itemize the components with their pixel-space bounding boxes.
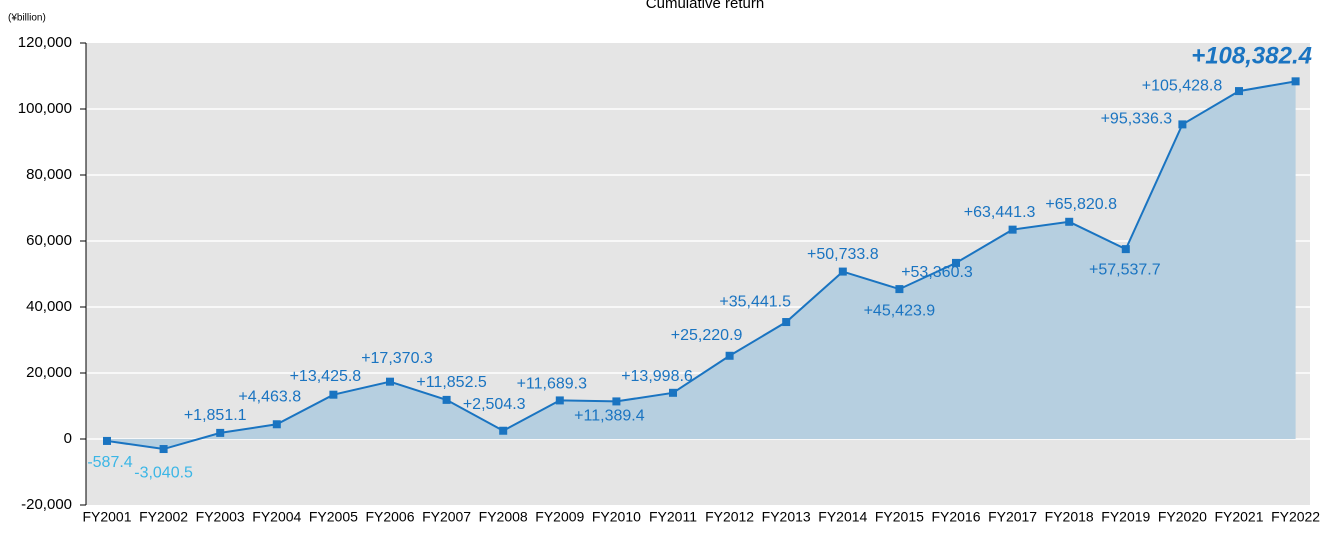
data-label: +11,852.5 bbox=[416, 374, 487, 391]
marker bbox=[329, 390, 338, 399]
y-axis-unit: (¥billion) bbox=[8, 13, 46, 24]
marker bbox=[555, 396, 564, 405]
data-label: +65,820.8 bbox=[1045, 196, 1117, 213]
area bbox=[107, 81, 1296, 450]
y-tick-label: 0 bbox=[64, 430, 72, 447]
marker bbox=[1121, 245, 1130, 254]
data-label: +2,504.3 bbox=[463, 396, 526, 413]
marker bbox=[895, 285, 904, 294]
data-label: +63,441.3 bbox=[964, 204, 1036, 221]
y-tick-label: 20,000 bbox=[26, 364, 72, 381]
x-tick-label: FY2021 bbox=[1214, 509, 1263, 525]
y-tick-label: -20,000 bbox=[21, 496, 72, 513]
marker bbox=[782, 318, 791, 327]
x-tick-label: FY2017 bbox=[988, 509, 1037, 525]
marker bbox=[1235, 87, 1243, 96]
marker bbox=[1178, 120, 1187, 129]
x-tick-label: FY2010 bbox=[592, 509, 641, 525]
data-label: -3,040.5 bbox=[134, 464, 193, 481]
x-tick-label: FY2012 bbox=[705, 509, 754, 525]
marker bbox=[952, 258, 960, 267]
x-tick-label: FY2001 bbox=[82, 509, 131, 525]
y-tick-label: 60,000 bbox=[26, 232, 72, 249]
x-tick-label: FY2016 bbox=[931, 509, 980, 525]
marker bbox=[272, 420, 281, 429]
y-tick-label: 80,000 bbox=[26, 166, 72, 183]
marker bbox=[1065, 217, 1074, 226]
marker bbox=[103, 436, 111, 445]
x-tick-label: FY2020 bbox=[1158, 509, 1207, 525]
marker bbox=[499, 426, 508, 435]
marker bbox=[838, 267, 847, 276]
data-label: +95,336.3 bbox=[1101, 111, 1173, 128]
y-tick-label: 100,000 bbox=[18, 100, 72, 117]
x-tick-label: FY2014 bbox=[818, 509, 867, 525]
data-label: +13,998.6 bbox=[621, 368, 693, 385]
x-tick-label: FY2011 bbox=[649, 509, 697, 525]
data-label: +57,537.7 bbox=[1089, 261, 1161, 278]
x-tick-label: FY2013 bbox=[762, 509, 811, 525]
x-tick-label: FY2002 bbox=[139, 509, 188, 525]
data-label: +1,851.1 bbox=[184, 407, 247, 424]
marker bbox=[442, 395, 451, 404]
data-label: +17,370.3 bbox=[361, 350, 433, 367]
x-tick-label: FY2019 bbox=[1101, 509, 1150, 525]
x-tick-label: FY2015 bbox=[875, 509, 924, 525]
marker bbox=[386, 377, 394, 386]
data-label: +25,220.9 bbox=[671, 327, 743, 344]
marker bbox=[216, 428, 225, 437]
data-label: +35,441.5 bbox=[719, 293, 791, 310]
x-tick-label: FY2004 bbox=[252, 509, 301, 525]
data-label: +11,389.4 bbox=[574, 408, 645, 425]
marker bbox=[159, 445, 168, 454]
chart-title: Cumulative return bbox=[646, 0, 764, 12]
x-tick-label: FY2022 bbox=[1271, 509, 1320, 525]
x-tick-label: FY2018 bbox=[1045, 509, 1094, 525]
x-tick-label: FY2006 bbox=[365, 509, 414, 525]
y-tick-label: 120,000 bbox=[18, 34, 72, 51]
marker bbox=[1008, 225, 1017, 234]
data-label: +4,463.8 bbox=[238, 388, 301, 405]
data-label: -587.4 bbox=[87, 454, 132, 471]
data-label: +108,382.4 bbox=[1191, 43, 1312, 70]
data-label: +11,689.3 bbox=[517, 376, 588, 393]
x-tick-label: FY2005 bbox=[309, 509, 358, 525]
x-tick-label: FY2007 bbox=[422, 509, 471, 525]
marker bbox=[1291, 77, 1300, 86]
data-label: +53,360.3 bbox=[901, 264, 973, 281]
line bbox=[106, 80, 1296, 451]
data-label: +105,428.8 bbox=[1142, 77, 1223, 94]
x-tick-label: FY2009 bbox=[535, 509, 584, 525]
data-label: +45,423.9 bbox=[864, 302, 936, 319]
x-tick-label: FY2003 bbox=[196, 509, 245, 525]
x-tick-label: FY2008 bbox=[479, 509, 528, 525]
marker bbox=[669, 388, 677, 397]
data-label: +13,425.8 bbox=[290, 368, 362, 385]
data-label: +50,733.8 bbox=[807, 246, 879, 263]
marker bbox=[612, 397, 621, 406]
marker bbox=[725, 351, 734, 360]
y-tick-label: 40,000 bbox=[26, 298, 72, 315]
